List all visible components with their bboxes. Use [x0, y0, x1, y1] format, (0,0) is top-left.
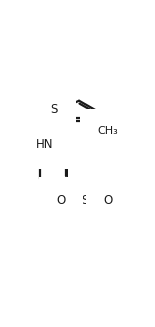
Text: O: O — [56, 194, 66, 207]
Text: S: S — [81, 194, 88, 207]
Text: S: S — [51, 103, 58, 116]
Text: HN: HN — [35, 138, 53, 151]
Text: CH₃: CH₃ — [97, 126, 118, 136]
Text: NH: NH — [86, 179, 103, 192]
Text: O: O — [104, 194, 113, 207]
